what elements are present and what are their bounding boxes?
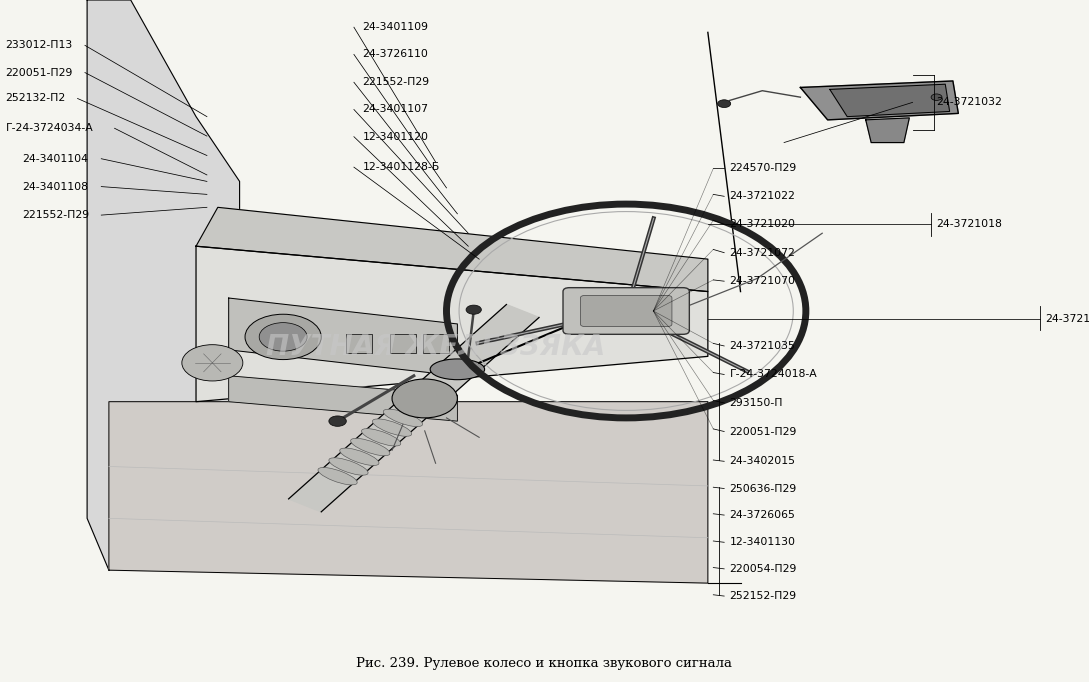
Text: 252132-П2: 252132-П2 [5, 93, 65, 104]
Text: 224570-П29: 224570-П29 [730, 164, 797, 173]
Text: 250636-П29: 250636-П29 [730, 484, 797, 494]
Polygon shape [229, 376, 457, 421]
Text: 24-3726065: 24-3726065 [730, 510, 795, 520]
Bar [423, 333, 449, 353]
Circle shape [931, 94, 942, 100]
Text: 12-3401128-Б: 12-3401128-Б [363, 162, 440, 172]
Polygon shape [196, 246, 708, 402]
Circle shape [594, 291, 659, 330]
Ellipse shape [394, 400, 433, 417]
Ellipse shape [318, 468, 357, 485]
Text: 12-3401120: 12-3401120 [363, 132, 429, 142]
Text: 24-3402015: 24-3402015 [730, 456, 796, 466]
Text: 24-3721070: 24-3721070 [730, 276, 796, 286]
Text: 233012-П13: 233012-П13 [5, 40, 73, 50]
Polygon shape [196, 207, 708, 291]
Text: 24-3721018: 24-3721018 [937, 219, 1002, 229]
Ellipse shape [416, 380, 455, 398]
Text: 24-3726110: 24-3726110 [363, 49, 428, 59]
Text: 24-3721020: 24-3721020 [730, 219, 796, 229]
Circle shape [392, 379, 457, 418]
Ellipse shape [351, 439, 390, 456]
Ellipse shape [329, 458, 368, 475]
Circle shape [466, 305, 481, 314]
Ellipse shape [362, 429, 401, 446]
Text: 24-3401109: 24-3401109 [363, 23, 429, 32]
Text: 24-3721016: 24-3721016 [1045, 314, 1089, 324]
Text: 24-3401107: 24-3401107 [363, 104, 429, 115]
Circle shape [718, 100, 731, 108]
Polygon shape [800, 81, 958, 120]
Circle shape [182, 344, 243, 381]
Text: ПУТНАЯ ЖЕЛЕЗЗЯКА: ПУТНАЯ ЖЕЛЕЗЗЯКА [266, 333, 605, 361]
Polygon shape [830, 84, 950, 117]
Text: 293150-П: 293150-П [730, 398, 783, 408]
Text: Г-24-3724018-А: Г-24-3724018-А [730, 370, 818, 379]
FancyBboxPatch shape [580, 295, 672, 327]
Text: 220051-П29: 220051-П29 [730, 426, 797, 436]
Ellipse shape [430, 359, 485, 380]
Text: 24-3721035: 24-3721035 [730, 341, 795, 351]
Text: 24-3401108: 24-3401108 [22, 181, 88, 192]
Ellipse shape [372, 419, 412, 436]
FancyBboxPatch shape [563, 288, 689, 334]
Ellipse shape [383, 409, 423, 426]
Text: 24-3721032: 24-3721032 [937, 98, 1002, 107]
Bar [390, 333, 416, 353]
Bar [346, 333, 372, 353]
Circle shape [329, 416, 346, 426]
Polygon shape [229, 298, 457, 376]
Ellipse shape [405, 390, 444, 407]
Text: 252152-П29: 252152-П29 [730, 591, 797, 601]
Text: 220054-П29: 220054-П29 [730, 564, 797, 574]
Polygon shape [109, 402, 708, 583]
Text: 221552-П29: 221552-П29 [363, 77, 430, 87]
Text: Рис. 239. Рулевое колесо и кнопка звукового сигнала: Рис. 239. Рулевое колесо и кнопка звуков… [356, 657, 733, 670]
Text: 24-3721072: 24-3721072 [730, 248, 795, 258]
Text: 12-3401130: 12-3401130 [730, 537, 796, 547]
Ellipse shape [340, 448, 379, 465]
Text: 24-3721022: 24-3721022 [730, 192, 795, 201]
Text: 24-3401104: 24-3401104 [22, 153, 88, 164]
Text: 220051-П29: 220051-П29 [5, 68, 73, 78]
Circle shape [245, 314, 321, 359]
Circle shape [259, 323, 307, 351]
Polygon shape [866, 118, 909, 143]
Text: Г-24-3724034-А: Г-24-3724034-А [5, 123, 94, 133]
Text: 221552-П29: 221552-П29 [22, 210, 89, 220]
Polygon shape [87, 0, 240, 570]
Polygon shape [289, 305, 539, 512]
